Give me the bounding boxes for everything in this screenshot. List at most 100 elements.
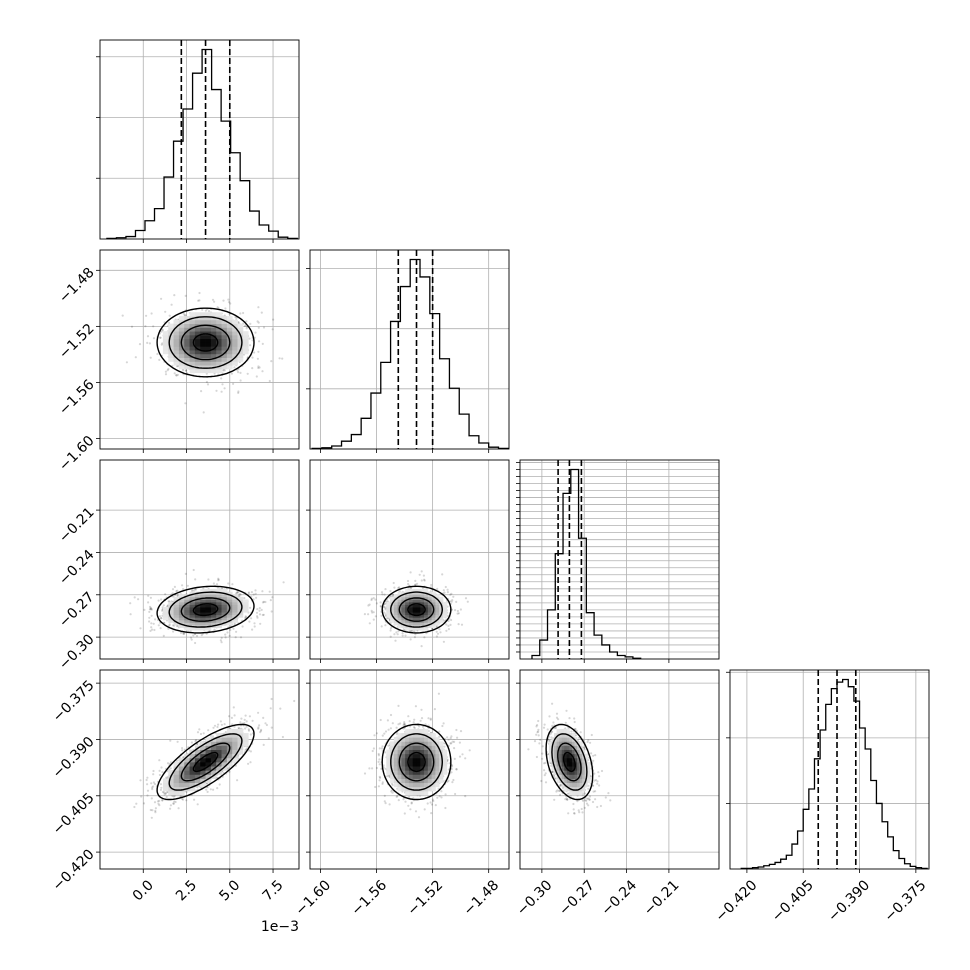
density-cell <box>173 353 180 359</box>
sample-point <box>249 606 252 609</box>
sample-point <box>257 711 260 714</box>
sample-point <box>158 773 161 777</box>
density-cell <box>242 601 249 605</box>
density-cell <box>205 599 212 603</box>
density-cell <box>194 368 201 374</box>
sample-point <box>237 391 240 394</box>
density-cell <box>232 357 238 362</box>
sample-point <box>159 617 163 620</box>
sample-point <box>148 608 152 611</box>
sample-point <box>246 372 249 375</box>
density-cell <box>408 607 414 611</box>
sample-point <box>139 779 142 782</box>
y-tick-label: −1.56 <box>56 377 98 419</box>
sample-point <box>149 629 152 633</box>
density-cell <box>189 334 196 340</box>
density-cell <box>226 357 233 362</box>
density-cell <box>435 612 440 616</box>
sample-point <box>173 372 176 375</box>
sample-point <box>457 612 460 615</box>
density-cell <box>168 790 174 796</box>
sample-point <box>167 627 170 630</box>
density-cell <box>221 607 228 611</box>
density-cell <box>184 346 190 351</box>
density-cell <box>162 338 169 343</box>
density-cell <box>205 368 212 374</box>
sample-point <box>152 781 155 784</box>
sample-point <box>468 749 471 752</box>
sample-point <box>236 591 239 594</box>
density-cell <box>420 627 425 631</box>
density-cell <box>424 601 429 605</box>
sample-point <box>257 365 260 368</box>
density-cell <box>189 357 196 362</box>
sample-point <box>268 590 271 593</box>
density-cell <box>194 353 201 359</box>
sample-point <box>459 608 462 611</box>
sample-point <box>384 730 388 733</box>
sample-point <box>154 811 157 814</box>
density-cell <box>442 604 448 608</box>
sample-point <box>281 735 284 739</box>
sample-point <box>169 739 172 742</box>
sample-point <box>184 294 187 297</box>
sample-point <box>228 715 231 718</box>
sample-point <box>449 623 452 627</box>
sample-point <box>229 628 232 632</box>
density-cell <box>184 365 190 370</box>
sample-point <box>146 794 149 797</box>
density-cell <box>200 353 206 359</box>
sample-point <box>403 721 406 724</box>
density-cell <box>194 342 201 347</box>
sample-point <box>393 586 396 589</box>
sample-point <box>161 799 164 802</box>
density-cell <box>194 327 201 332</box>
sample-point <box>395 726 398 729</box>
sample-point <box>198 728 201 731</box>
sample-point <box>185 799 188 802</box>
density-cell <box>189 596 196 600</box>
density-cell <box>205 361 212 366</box>
sample-point <box>168 321 171 325</box>
density-cell <box>216 589 222 593</box>
sample-point <box>206 790 209 794</box>
sample-point <box>257 366 260 370</box>
density-cell <box>189 361 196 366</box>
density-cell <box>232 334 238 340</box>
sample-point <box>250 591 253 594</box>
sample-point <box>232 706 235 709</box>
sample-point <box>161 609 164 612</box>
density-cells <box>162 312 249 374</box>
sample-point <box>251 356 254 359</box>
sample-point <box>150 816 153 819</box>
sample-point <box>256 357 259 360</box>
density-cell <box>221 319 228 325</box>
sample-point <box>150 607 153 611</box>
density-cell <box>184 619 190 623</box>
sample-point <box>217 723 220 726</box>
sample-point <box>158 615 162 618</box>
density-cell <box>431 591 436 595</box>
density-cell <box>416 607 421 611</box>
sample-point <box>140 795 143 798</box>
sample-point <box>223 723 226 726</box>
density-cell <box>390 619 395 623</box>
density-cell <box>216 350 222 355</box>
density-cell <box>393 601 399 605</box>
density-cell <box>442 612 448 616</box>
sample-point <box>184 369 188 372</box>
sample-point <box>457 623 460 626</box>
density-cell <box>393 594 399 598</box>
density-cell <box>162 334 169 340</box>
sample-point <box>138 343 142 346</box>
sample-point <box>157 599 160 602</box>
density-cell <box>184 770 190 775</box>
density-cell <box>189 774 196 779</box>
density-cell <box>200 617 206 621</box>
sample-point <box>430 812 433 815</box>
density-cell <box>424 589 429 593</box>
sample-point <box>233 622 236 625</box>
density-cell <box>405 594 410 598</box>
density-cell <box>386 601 391 605</box>
